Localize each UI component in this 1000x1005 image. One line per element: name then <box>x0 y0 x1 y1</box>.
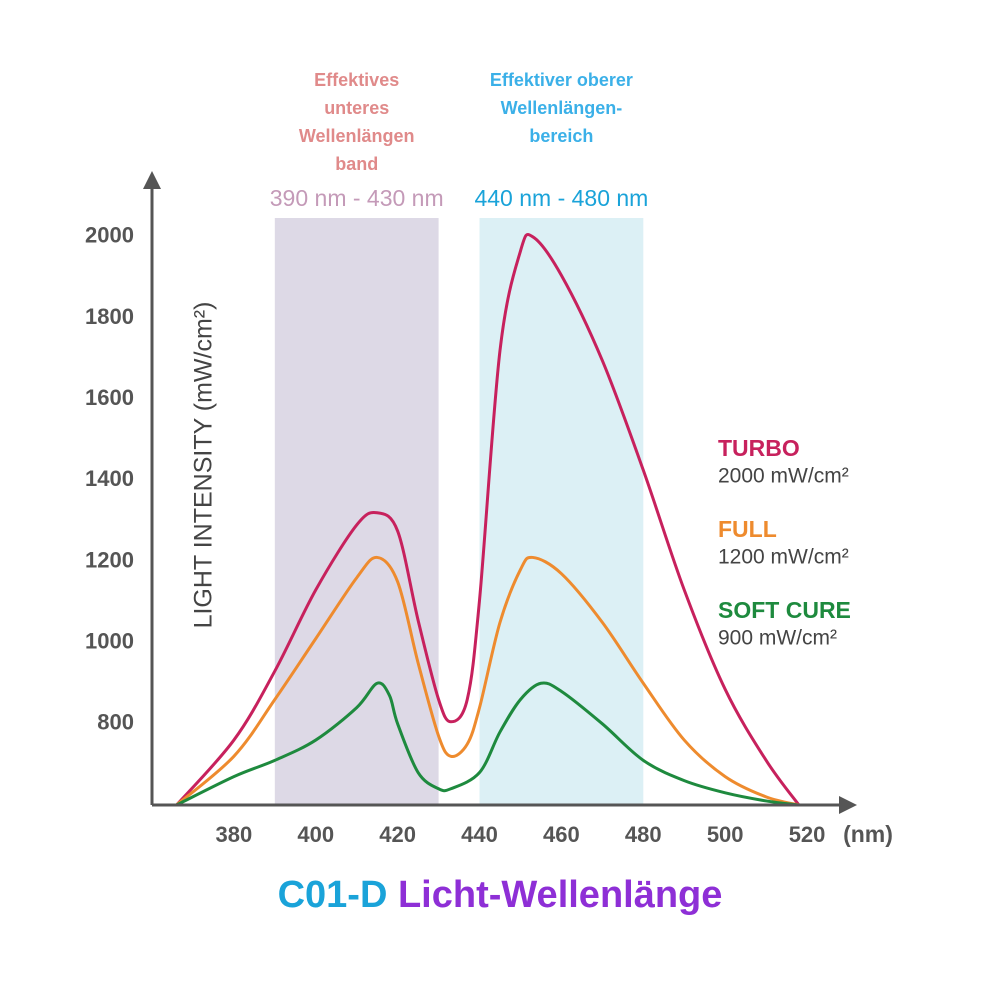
legend-sublabel: 1200 mW/cm² <box>718 546 849 569</box>
x-tick-label: 400 <box>297 822 334 847</box>
y-tick-label: 2000 <box>85 223 134 248</box>
band-note: Effektives <box>314 70 399 90</box>
y-tick-label: 1800 <box>85 304 134 329</box>
y-tick-label: 1600 <box>85 385 134 410</box>
band <box>274 218 439 805</box>
x-tick-label: 480 <box>625 822 662 847</box>
y-tick-label: 1000 <box>85 628 134 653</box>
legend-name: FULL <box>718 516 777 542</box>
title-part: C01-D <box>278 874 388 916</box>
legend-sublabel: 900 mW/cm² <box>718 627 837 650</box>
bands <box>274 218 644 805</box>
y-axis-label: LIGHT INTENSITY (mW/cm²) <box>190 302 218 629</box>
band <box>479 218 644 805</box>
band-note: band <box>335 154 378 174</box>
band-note: bereich <box>529 126 593 146</box>
x-tick-label: 520 <box>789 822 826 847</box>
x-axis-label: (nm) <box>843 821 893 847</box>
band-note: Wellenlängen <box>299 126 415 146</box>
y-tick-label: 1200 <box>85 547 134 572</box>
title-part: Licht-Wellenlänge <box>398 874 722 916</box>
band-note: unteres <box>324 98 389 118</box>
x-tick-label: 460 <box>543 822 580 847</box>
y-tick-label: 800 <box>97 710 134 735</box>
band-note: Wellenlängen- <box>501 98 623 118</box>
lines <box>175 233 801 807</box>
legend-sublabel: 2000 mW/cm² <box>718 465 849 488</box>
legend-name: TURBO <box>718 435 800 461</box>
legend-name: SOFT CURE <box>718 597 851 623</box>
series-line <box>175 233 801 806</box>
x-tick-label: 420 <box>379 822 416 847</box>
band-note: Effektiver oberer <box>490 70 633 90</box>
band-label: 440 nm - 480 nm <box>474 185 648 211</box>
x-tick-label: 440 <box>461 822 498 847</box>
x-tick-label: 500 <box>707 822 744 847</box>
series-line <box>175 555 800 807</box>
series-line <box>175 681 800 807</box>
x-tick-label: 380 <box>216 822 253 847</box>
chart-title: C01-D Licht-Wellenlänge <box>278 874 723 916</box>
y-tick-label: 1400 <box>85 466 134 491</box>
band-label: 390 nm - 430 nm <box>270 185 444 211</box>
